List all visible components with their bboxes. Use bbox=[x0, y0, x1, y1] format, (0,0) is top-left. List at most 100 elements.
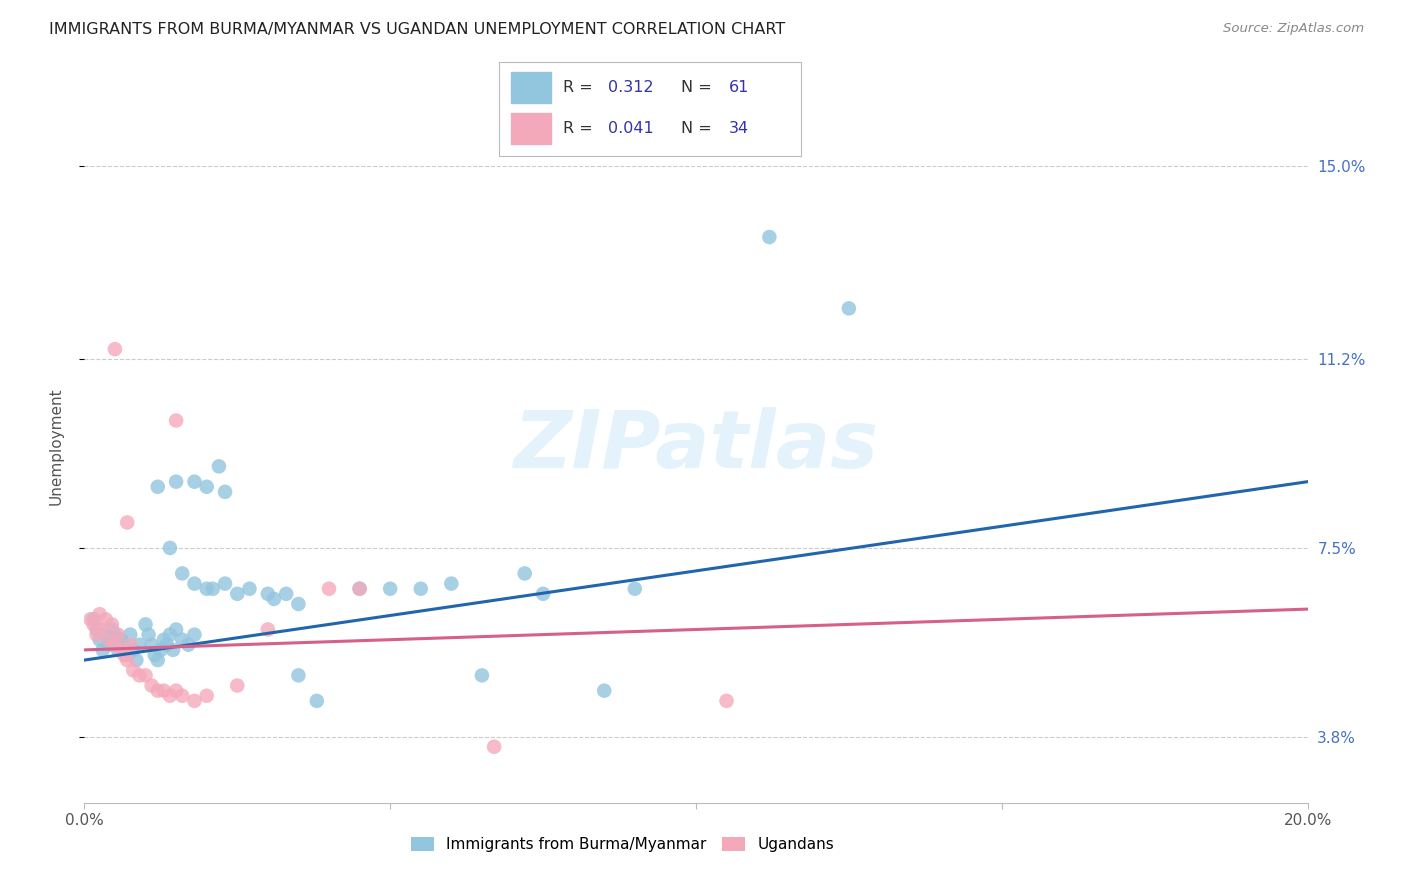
Point bbox=[101, 617, 124, 632]
Point bbox=[305, 694, 328, 708]
Point bbox=[172, 689, 194, 703]
Text: R =: R = bbox=[562, 79, 598, 95]
Text: 0.041: 0.041 bbox=[607, 120, 654, 136]
Point bbox=[716, 694, 738, 708]
Text: IMMIGRANTS FROM BURMA/MYANMAR VS UGANDAN UNEMPLOYMENT CORRELATION CHART: IMMIGRANTS FROM BURMA/MYANMAR VS UGANDAN… bbox=[49, 22, 786, 37]
Point bbox=[172, 632, 194, 647]
Point bbox=[120, 638, 142, 652]
Point bbox=[195, 582, 218, 596]
Point bbox=[238, 582, 260, 596]
Point bbox=[165, 413, 187, 427]
Point bbox=[349, 582, 371, 596]
Point bbox=[165, 683, 187, 698]
Point bbox=[146, 683, 169, 698]
Point bbox=[112, 638, 135, 652]
Point bbox=[513, 566, 536, 581]
Point bbox=[83, 612, 105, 626]
Point bbox=[208, 459, 231, 474]
Point bbox=[138, 627, 160, 641]
Point bbox=[128, 668, 150, 682]
Text: R =: R = bbox=[562, 120, 598, 136]
Point bbox=[101, 623, 124, 637]
Point bbox=[349, 582, 371, 596]
Point bbox=[135, 668, 157, 682]
Point bbox=[97, 632, 120, 647]
Point bbox=[172, 566, 194, 581]
Y-axis label: Unemployment: Unemployment bbox=[49, 387, 63, 505]
Point bbox=[153, 632, 176, 647]
Point bbox=[107, 627, 129, 641]
Point bbox=[214, 484, 236, 499]
Point bbox=[115, 653, 138, 667]
Point bbox=[159, 689, 181, 703]
Point bbox=[110, 632, 132, 647]
Point bbox=[149, 643, 172, 657]
Point bbox=[165, 475, 187, 489]
Bar bbox=[512, 72, 551, 103]
Point bbox=[257, 623, 280, 637]
Point bbox=[257, 587, 280, 601]
Point bbox=[125, 653, 148, 667]
Text: N =: N = bbox=[681, 120, 717, 136]
Point bbox=[195, 689, 218, 703]
Point bbox=[91, 643, 114, 657]
Point bbox=[156, 638, 179, 652]
Point bbox=[758, 230, 780, 244]
Point bbox=[201, 582, 224, 596]
Point bbox=[91, 623, 114, 637]
Point bbox=[471, 668, 494, 682]
Point bbox=[153, 683, 176, 698]
Point bbox=[86, 623, 108, 637]
Point bbox=[287, 597, 309, 611]
Point bbox=[263, 591, 285, 606]
Point bbox=[141, 679, 163, 693]
Text: 34: 34 bbox=[728, 120, 749, 136]
Point bbox=[146, 480, 169, 494]
Point bbox=[115, 648, 138, 662]
Point bbox=[195, 480, 218, 494]
Point bbox=[165, 623, 187, 637]
Point bbox=[122, 663, 145, 677]
Point bbox=[112, 648, 135, 662]
Point bbox=[79, 612, 101, 626]
Point bbox=[94, 627, 117, 641]
Point bbox=[287, 668, 309, 682]
Point bbox=[104, 638, 127, 652]
Point bbox=[86, 627, 108, 641]
Point bbox=[128, 638, 150, 652]
Point bbox=[89, 632, 111, 647]
Point bbox=[122, 643, 145, 657]
Point bbox=[110, 643, 132, 657]
Point bbox=[183, 627, 205, 641]
Point bbox=[135, 617, 157, 632]
Point bbox=[183, 475, 205, 489]
Point bbox=[226, 679, 249, 693]
Point bbox=[83, 617, 105, 632]
Point bbox=[482, 739, 505, 754]
Point bbox=[409, 582, 432, 596]
Point bbox=[276, 587, 298, 601]
Text: 61: 61 bbox=[728, 79, 749, 95]
Point bbox=[97, 638, 120, 652]
Point bbox=[89, 607, 111, 622]
Point bbox=[120, 627, 142, 641]
Legend: Immigrants from Burma/Myanmar, Ugandans: Immigrants from Burma/Myanmar, Ugandans bbox=[411, 837, 834, 852]
Point bbox=[162, 643, 184, 657]
Point bbox=[104, 342, 127, 356]
Point bbox=[94, 612, 117, 626]
Point bbox=[177, 638, 200, 652]
Text: Source: ZipAtlas.com: Source: ZipAtlas.com bbox=[1223, 22, 1364, 36]
Point bbox=[143, 648, 166, 662]
Point bbox=[146, 653, 169, 667]
Point bbox=[593, 683, 616, 698]
Point bbox=[115, 516, 138, 530]
Point bbox=[159, 627, 181, 641]
Point bbox=[380, 582, 402, 596]
Point bbox=[183, 694, 205, 708]
Text: 0.312: 0.312 bbox=[607, 79, 654, 95]
Text: N =: N = bbox=[681, 79, 717, 95]
Text: ZIPatlas: ZIPatlas bbox=[513, 407, 879, 485]
Point bbox=[531, 587, 554, 601]
Point bbox=[104, 627, 127, 641]
Point bbox=[838, 301, 860, 316]
